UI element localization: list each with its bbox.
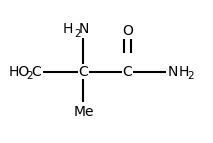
Text: HO: HO (9, 64, 30, 79)
Text: 2: 2 (74, 29, 81, 39)
Text: 2: 2 (187, 71, 194, 81)
Text: C: C (123, 64, 132, 79)
Text: N: N (167, 64, 178, 79)
Text: C: C (79, 64, 88, 79)
Text: H: H (179, 64, 189, 79)
Text: O: O (122, 24, 133, 38)
Text: Me: Me (73, 105, 94, 119)
Text: N: N (79, 22, 89, 36)
Text: C: C (31, 64, 40, 79)
Text: 2: 2 (26, 71, 33, 81)
Text: H: H (62, 22, 73, 36)
